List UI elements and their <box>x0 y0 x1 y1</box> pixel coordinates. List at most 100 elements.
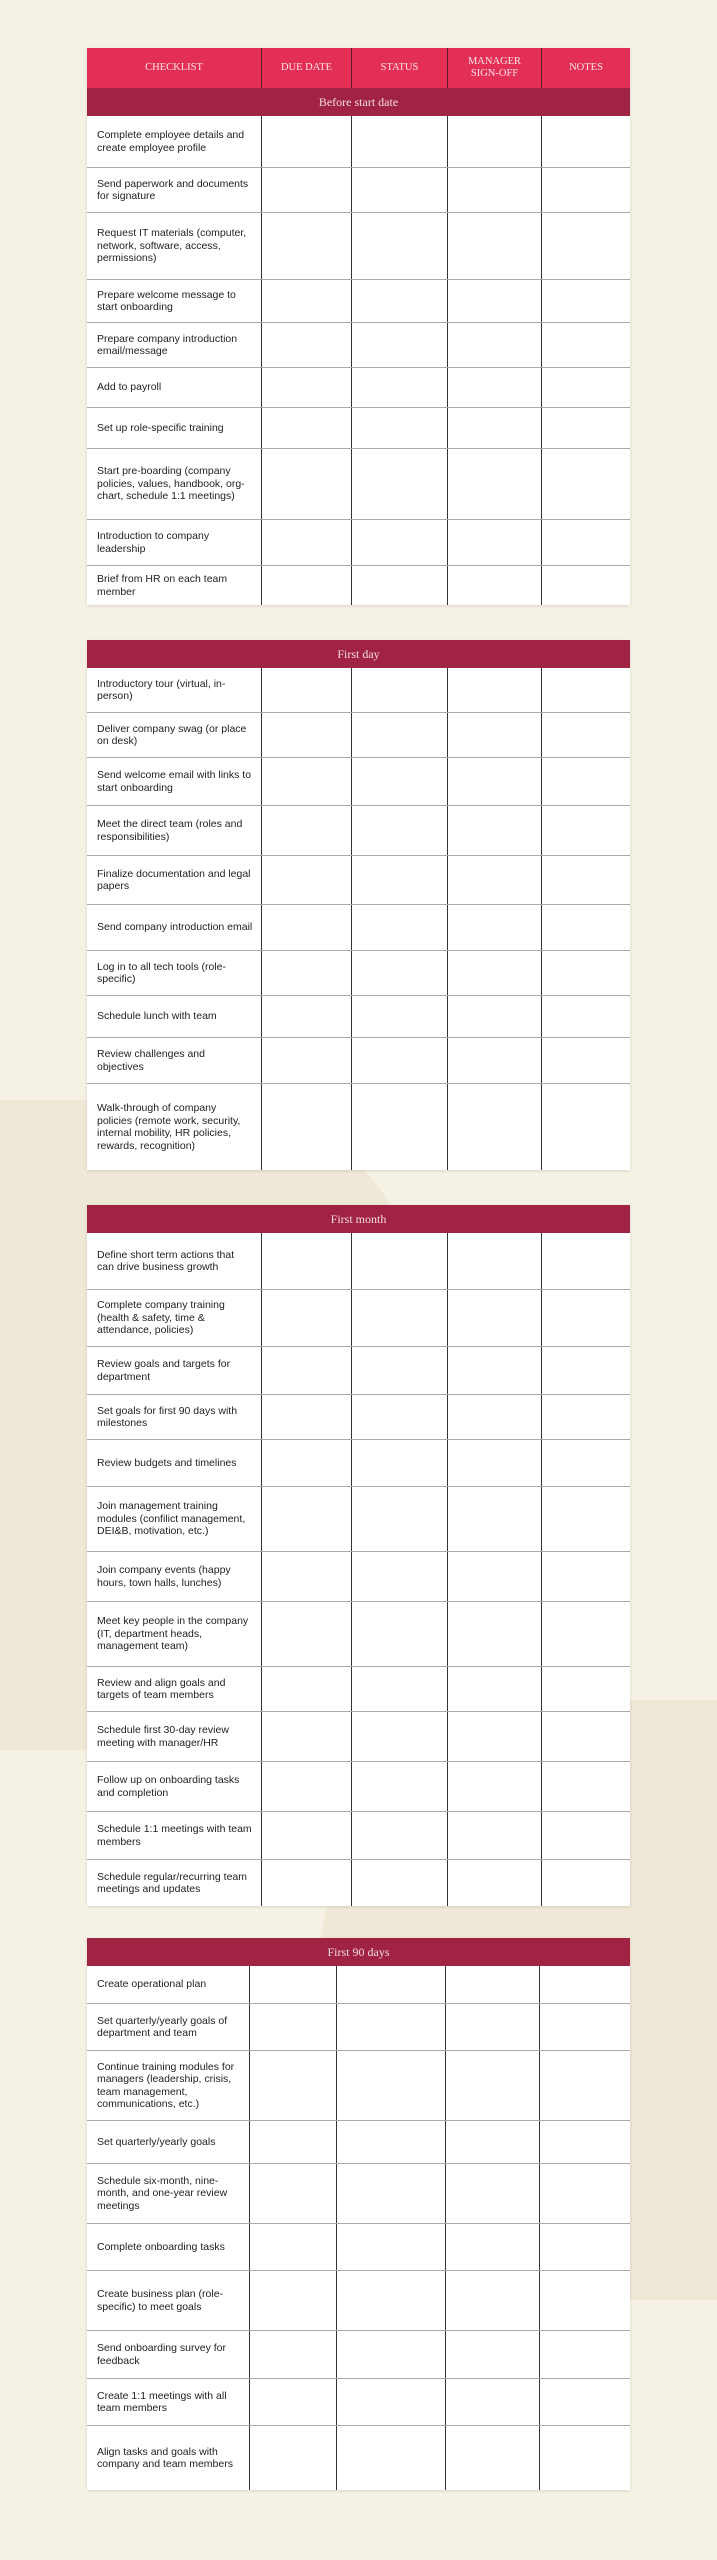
notes-cell[interactable] <box>542 1762 630 1811</box>
manager-sign-off-cell[interactable] <box>448 1440 542 1486</box>
notes-cell[interactable] <box>542 566 630 605</box>
manager-sign-off-cell[interactable] <box>448 668 542 712</box>
due-date-cell[interactable] <box>262 713 352 757</box>
due-date-cell[interactable] <box>262 1762 352 1811</box>
manager-sign-off-cell[interactable] <box>448 1487 542 1551</box>
manager-sign-off-cell[interactable] <box>446 1966 540 2003</box>
status-cell[interactable] <box>352 213 448 279</box>
status-cell[interactable] <box>352 1084 448 1170</box>
manager-sign-off-cell[interactable] <box>448 1712 542 1761</box>
status-cell[interactable] <box>352 713 448 757</box>
manager-sign-off-cell[interactable] <box>448 1860 542 1906</box>
status-cell[interactable] <box>352 856 448 904</box>
due-date-cell[interactable] <box>262 323 352 367</box>
manager-sign-off-cell[interactable] <box>448 1395 542 1439</box>
status-cell[interactable] <box>337 2271 446 2330</box>
status-cell[interactable] <box>337 2379 446 2425</box>
due-date-cell[interactable] <box>262 1440 352 1486</box>
manager-sign-off-cell[interactable] <box>448 280 542 322</box>
status-cell[interactable] <box>352 996 448 1037</box>
manager-sign-off-cell[interactable] <box>448 1038 542 1083</box>
due-date-cell[interactable] <box>262 213 352 279</box>
due-date-cell[interactable] <box>262 1395 352 1439</box>
status-cell[interactable] <box>337 1966 446 2003</box>
status-cell[interactable] <box>352 116 448 167</box>
notes-cell[interactable] <box>540 1966 630 2003</box>
notes-cell[interactable] <box>542 806 630 855</box>
due-date-cell[interactable] <box>250 2051 337 2120</box>
manager-sign-off-cell[interactable] <box>448 1552 542 1601</box>
manager-sign-off-cell[interactable] <box>448 449 542 519</box>
manager-sign-off-cell[interactable] <box>448 856 542 904</box>
notes-cell[interactable] <box>542 713 630 757</box>
due-date-cell[interactable] <box>250 2004 337 2050</box>
status-cell[interactable] <box>352 520 448 565</box>
notes-cell[interactable] <box>542 1602 630 1666</box>
status-cell[interactable] <box>352 1233 448 1289</box>
notes-cell[interactable] <box>540 2271 630 2330</box>
status-cell[interactable] <box>352 1347 448 1394</box>
manager-sign-off-cell[interactable] <box>446 2331 540 2378</box>
status-cell[interactable] <box>352 168 448 212</box>
manager-sign-off-cell[interactable] <box>446 2051 540 2120</box>
notes-cell[interactable] <box>542 323 630 367</box>
manager-sign-off-cell[interactable] <box>448 1812 542 1859</box>
status-cell[interactable] <box>352 905 448 950</box>
due-date-cell[interactable] <box>262 806 352 855</box>
due-date-cell[interactable] <box>262 996 352 1037</box>
status-cell[interactable] <box>337 2121 446 2163</box>
notes-cell[interactable] <box>540 2121 630 2163</box>
due-date-cell[interactable] <box>262 1347 352 1394</box>
status-cell[interactable] <box>352 1487 448 1551</box>
notes-cell[interactable] <box>542 668 630 712</box>
manager-sign-off-cell[interactable] <box>448 905 542 950</box>
notes-cell[interactable] <box>542 368 630 407</box>
status-cell[interactable] <box>352 951 448 995</box>
status-cell[interactable] <box>352 1762 448 1811</box>
notes-cell[interactable] <box>540 2331 630 2378</box>
due-date-cell[interactable] <box>262 566 352 605</box>
manager-sign-off-cell[interactable] <box>448 520 542 565</box>
status-cell[interactable] <box>337 2051 446 2120</box>
manager-sign-off-cell[interactable] <box>446 2164 540 2223</box>
due-date-cell[interactable] <box>250 2224 337 2270</box>
due-date-cell[interactable] <box>262 1667 352 1711</box>
manager-sign-off-cell[interactable] <box>448 168 542 212</box>
status-cell[interactable] <box>337 2164 446 2223</box>
status-cell[interactable] <box>337 2224 446 2270</box>
status-cell[interactable] <box>352 758 448 805</box>
manager-sign-off-cell[interactable] <box>448 806 542 855</box>
notes-cell[interactable] <box>542 996 630 1037</box>
manager-sign-off-cell[interactable] <box>448 213 542 279</box>
manager-sign-off-cell[interactable] <box>446 2224 540 2270</box>
status-cell[interactable] <box>337 2426 446 2490</box>
status-cell[interactable] <box>352 806 448 855</box>
status-cell[interactable] <box>352 1860 448 1906</box>
manager-sign-off-cell[interactable] <box>448 116 542 167</box>
notes-cell[interactable] <box>542 1440 630 1486</box>
manager-sign-off-cell[interactable] <box>446 2379 540 2425</box>
manager-sign-off-cell[interactable] <box>448 323 542 367</box>
manager-sign-off-cell[interactable] <box>448 951 542 995</box>
manager-sign-off-cell[interactable] <box>448 713 542 757</box>
notes-cell[interactable] <box>542 951 630 995</box>
notes-cell[interactable] <box>540 2004 630 2050</box>
due-date-cell[interactable] <box>250 2164 337 2223</box>
manager-sign-off-cell[interactable] <box>448 996 542 1037</box>
due-date-cell[interactable] <box>262 951 352 995</box>
due-date-cell[interactable] <box>262 856 352 904</box>
notes-cell[interactable] <box>542 1347 630 1394</box>
due-date-cell[interactable] <box>250 2121 337 2163</box>
due-date-cell[interactable] <box>262 280 352 322</box>
status-cell[interactable] <box>352 1552 448 1601</box>
due-date-cell[interactable] <box>250 1966 337 2003</box>
due-date-cell[interactable] <box>262 1290 352 1346</box>
due-date-cell[interactable] <box>262 1860 352 1906</box>
status-cell[interactable] <box>352 323 448 367</box>
due-date-cell[interactable] <box>262 368 352 407</box>
manager-sign-off-cell[interactable] <box>446 2271 540 2330</box>
status-cell[interactable] <box>352 368 448 407</box>
manager-sign-off-cell[interactable] <box>448 1084 542 1170</box>
notes-cell[interactable] <box>540 2224 630 2270</box>
due-date-cell[interactable] <box>262 116 352 167</box>
